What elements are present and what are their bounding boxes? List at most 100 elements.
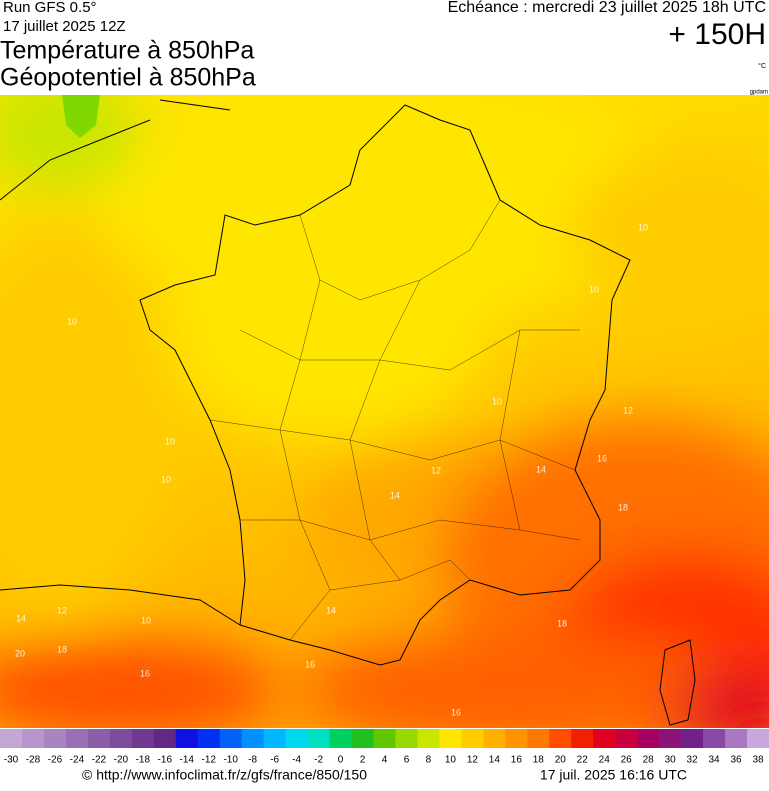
- color-swatch: [329, 729, 353, 748]
- colorbar-label: -2: [314, 755, 323, 766]
- color-swatch: [483, 729, 506, 748]
- colorbar-label: -16: [158, 755, 173, 766]
- colorbar-label: -24: [70, 755, 85, 766]
- credit: gpdam: [750, 90, 768, 96]
- color-swatch: [527, 729, 550, 748]
- color-swatch: [417, 729, 440, 748]
- colorbar-label: 18: [533, 755, 545, 766]
- contour-label: 16: [140, 668, 150, 678]
- colorbar-label: 2: [360, 755, 366, 766]
- color-swatch: [505, 729, 528, 748]
- color-swatch: [153, 729, 177, 748]
- lead-time: + 150H: [668, 18, 766, 51]
- contour-label: 20: [15, 648, 25, 658]
- colorbar-label: 4: [382, 755, 388, 766]
- echeance: Echéance : mercredi 23 juillet 2025 18h …: [448, 0, 766, 16]
- colorbar-label: 30: [665, 755, 677, 766]
- color-swatch: [307, 729, 331, 748]
- colorbar-label: 26: [621, 755, 633, 766]
- color-swatch: [615, 729, 638, 748]
- color-swatch: [637, 729, 660, 748]
- contour-label: 10: [141, 615, 151, 625]
- color-swatch: [87, 729, 111, 748]
- colorbar-label: 16: [511, 755, 523, 766]
- color-swatch: [263, 729, 287, 748]
- footer-url: © http://www.infoclimat.fr/z/gfs/france/…: [82, 767, 367, 783]
- color-swatch: [571, 729, 594, 748]
- contour-label: 18: [57, 644, 67, 654]
- color-swatch: [21, 729, 45, 748]
- color-swatch: [285, 729, 309, 748]
- contour-label: 10: [492, 396, 502, 406]
- colorbar-label: 14: [489, 755, 501, 766]
- contour-label: 14: [326, 605, 336, 615]
- colorbar-label: -12: [202, 755, 217, 766]
- colorbar-label: 10: [445, 755, 457, 766]
- contour-label: 14: [536, 464, 546, 474]
- colorbar-label: 24: [599, 755, 611, 766]
- color-swatch: [0, 729, 23, 748]
- color-swatch: [351, 729, 375, 748]
- colorbar-label: -14: [180, 755, 195, 766]
- colorbar-label: -6: [270, 755, 279, 766]
- contour-label: 18: [618, 502, 628, 512]
- contour-label: 12: [57, 605, 67, 615]
- contour-label: 10: [67, 316, 77, 326]
- colorbar-label: 6: [404, 755, 410, 766]
- run-date: 17 juillet 2025 12Z: [3, 18, 126, 35]
- colorbar-label: 28: [643, 755, 655, 766]
- contour-label: 16: [451, 707, 461, 717]
- contour-label: 10: [165, 436, 175, 446]
- colorbar-label: 12: [467, 755, 479, 766]
- colorbar-label: 20: [555, 755, 567, 766]
- colorbar-label: 36: [730, 755, 742, 766]
- color-swatch: [703, 729, 726, 748]
- colorbar-label: -22: [92, 755, 107, 766]
- title-temp: Température à 850hPa: [0, 37, 254, 65]
- color-swatch: [659, 729, 682, 748]
- colorbar-label: -26: [48, 755, 63, 766]
- color-swatch: [219, 729, 243, 748]
- color-swatch: [197, 729, 221, 748]
- contour-label: 14: [390, 490, 400, 500]
- contour-label: 12: [431, 465, 441, 475]
- colorbar-label: -30: [4, 755, 19, 766]
- color-swatch: [395, 729, 418, 748]
- contour-label: 16: [305, 659, 315, 669]
- colorbar-label: 8: [426, 755, 432, 766]
- colorbar-label: -10: [223, 755, 238, 766]
- color-swatch: [549, 729, 572, 748]
- color-swatch: [175, 729, 199, 748]
- contour-label: 18: [557, 618, 567, 628]
- color-swatch: [109, 729, 133, 748]
- color-swatch: [439, 729, 462, 748]
- colorbar-label: 22: [577, 755, 589, 766]
- contour-label: 10: [589, 284, 599, 294]
- contour-label: 16: [597, 453, 607, 463]
- color-swatch: [43, 729, 67, 748]
- colorbar-label: -8: [248, 755, 257, 766]
- contour-label: 10: [638, 222, 648, 232]
- color-swatch: [373, 729, 396, 748]
- color-swatch: [593, 729, 616, 748]
- contour-label: 10: [161, 474, 171, 484]
- colorbar-label: -20: [114, 755, 129, 766]
- run: Run GFS 0.5°: [3, 0, 97, 16]
- footer-time: 17 juil. 2025 16:16 UTC: [540, 767, 687, 783]
- title-geo: Géopotentiel à 850hPa: [0, 64, 256, 92]
- colorbar-label: 32: [687, 755, 699, 766]
- colorbar-label: -28: [26, 755, 41, 766]
- color-swatch: [65, 729, 89, 748]
- colorbar-label: 38: [752, 755, 764, 766]
- colorbar-label: 34: [709, 755, 721, 766]
- color-swatch: [241, 729, 265, 748]
- color-swatch: [131, 729, 155, 748]
- color-swatch: [461, 729, 484, 748]
- contour-label: 12: [623, 405, 633, 415]
- color-swatch: [725, 729, 748, 748]
- colorbar-label: 0: [338, 755, 344, 766]
- colorbar-label: -4: [292, 755, 301, 766]
- colorbar-label: -18: [136, 755, 151, 766]
- color-swatch: [747, 729, 769, 748]
